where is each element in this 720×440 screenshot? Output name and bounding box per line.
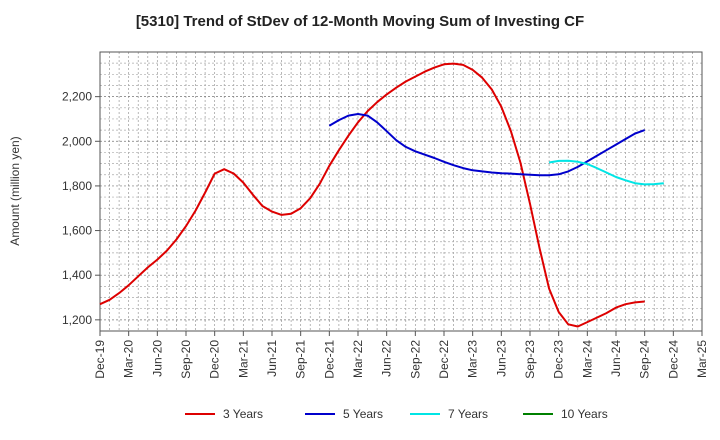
x-tick-label: Mar-20: [122, 340, 136, 378]
y-tick-label: 1,800: [62, 179, 92, 193]
x-tick-label: Jun-20: [150, 340, 164, 377]
x-tick-label: Mar-25: [695, 340, 709, 378]
y-tick-label: 2,000: [62, 134, 92, 148]
plot-frame: [99, 51, 703, 332]
grid: [100, 52, 702, 331]
x-tick-label: Sep-24: [638, 340, 652, 379]
x-tick-label: Sep-22: [408, 340, 422, 379]
y-axis: 1,200 1,400 1,600 1,800 2,000 2,200: [62, 90, 100, 327]
y-axis-label: Amount (million yen): [8, 136, 22, 245]
y-tick-label: 1,400: [62, 268, 92, 282]
x-tick-label: Dec-24: [666, 340, 680, 379]
x-tick-label: Dec-21: [322, 340, 336, 379]
chart-title: [5310] Trend of StDev of 12-Month Moving…: [135, 13, 585, 30]
legend-label: 7 Years: [448, 407, 488, 421]
x-tick-label: Sep-23: [523, 340, 537, 379]
series-lines: [99, 62, 664, 328]
series-line-7-years: [548, 159, 664, 186]
legend: 3 Years 5 Years 7 Years 10 Years: [185, 407, 608, 421]
x-tick-label: Jun-24: [609, 340, 623, 377]
x-tick-label: Jun-22: [380, 340, 394, 377]
x-tick-label: Dec-22: [437, 340, 451, 379]
x-tick-label: Sep-20: [179, 340, 193, 379]
x-tick-label: Dec-23: [552, 340, 566, 379]
legend-label: 3 Years: [223, 407, 263, 421]
x-tick-label: Sep-21: [294, 340, 308, 379]
x-tick-label: Jun-21: [265, 340, 279, 377]
x-tick-label: Dec-20: [208, 340, 222, 379]
x-tick-label: Mar-23: [466, 340, 480, 378]
y-tick-label: 1,600: [62, 224, 92, 238]
series-line-3-years: [99, 62, 645, 328]
series-line-5-years: [328, 113, 646, 177]
x-tick-label: Mar-24: [580, 340, 594, 378]
x-tick-label: Jun-23: [494, 340, 508, 377]
x-axis: Dec-19 Mar-20 Jun-20 Sep-20 Dec-20 Mar-21 Jun-…: [93, 331, 709, 379]
x-tick-label: Dec-19: [93, 340, 107, 379]
y-tick-label: 2,200: [62, 90, 92, 104]
legend-label: 10 Years: [561, 407, 608, 421]
x-tick-label: Mar-22: [351, 340, 365, 378]
y-tick-label: 1,200: [62, 313, 92, 327]
x-tick-label: Mar-21: [236, 340, 250, 378]
legend-label: 5 Years: [343, 407, 383, 421]
